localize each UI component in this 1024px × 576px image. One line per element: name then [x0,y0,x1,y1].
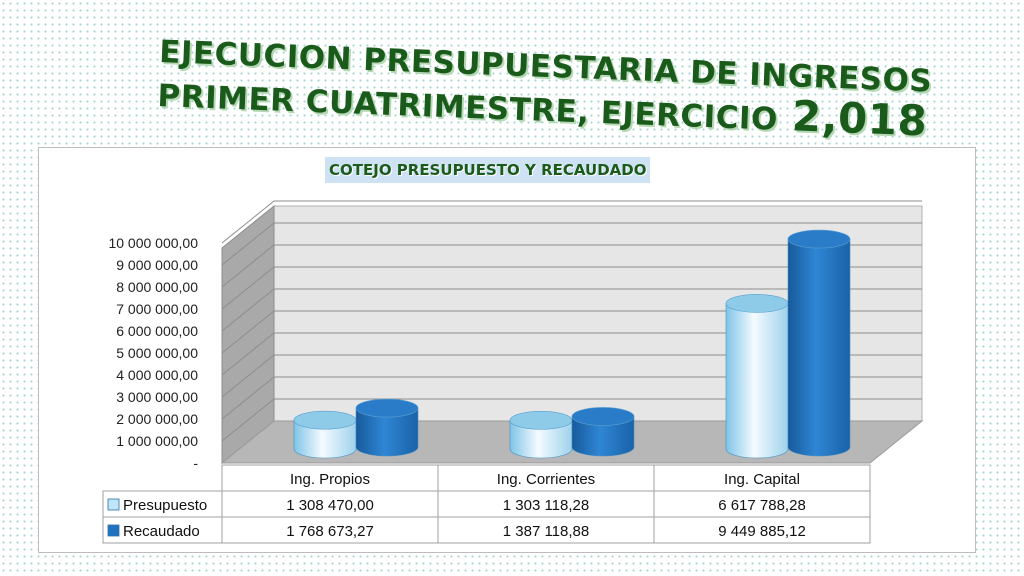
bar-top [509,411,573,430]
y-tick-label: - [193,455,198,471]
bar-top [725,294,789,313]
data-label: 9 449 885,12 [718,523,806,540]
legend-swatch [107,498,120,511]
y-tick-label: 8 000 000,00 [116,279,198,295]
data-label: 1 768 673,27 [286,523,374,540]
bar [509,420,573,459]
gridline [221,354,922,398]
x-tick-label: Ing. Corrientes [497,471,595,488]
y-tick-label: 2 000 000,00 [116,411,198,427]
legend-swatch [107,524,120,537]
bar-top [787,229,851,249]
table-row [102,516,871,544]
bar-top [355,398,419,418]
data-label: 6 617 788,28 [718,497,806,514]
gridline [221,244,922,288]
gridline [221,200,922,244]
data-label: 1 387 118,88 [503,523,589,540]
y-tick-label: 10 000 000,00 [108,235,198,251]
x-tick-label: Ing. Capital [724,471,800,488]
legend-label: Presupuesto [123,497,207,514]
chart-title: COTEJO PRESUPUESTO Y RECAUDADO [325,157,651,183]
bar-top [571,407,635,426]
y-tick-label: 6 000 000,00 [116,323,198,339]
y-tick-label: 9 000 000,00 [116,257,198,273]
gridline [221,266,922,310]
y-tick-label: 4 000 000,00 [116,367,198,383]
bar [725,303,789,459]
gridline [221,222,922,266]
table-header-row [221,464,871,492]
gridline [221,332,922,376]
bar [293,419,357,459]
bar [787,238,851,457]
gridline [221,288,922,332]
y-tick-label: 3 000 000,00 [116,389,198,405]
gridline [221,398,922,442]
y-tick-label: 5 000 000,00 [116,345,198,361]
x-tick-label: Ing. Propios [290,471,370,488]
y-tick-label: 7 000 000,00 [116,301,198,317]
legend-label: Recaudado [123,523,200,540]
bar [571,416,635,457]
data-label: 1 303 118,28 [503,497,589,514]
gridline [221,376,922,420]
bar [355,407,419,457]
table-row [102,490,871,518]
bar-top [293,410,357,430]
gridline [221,310,922,354]
data-label: 1 308 470,00 [286,497,374,514]
y-tick-label: 1 000 000,00 [116,433,198,449]
